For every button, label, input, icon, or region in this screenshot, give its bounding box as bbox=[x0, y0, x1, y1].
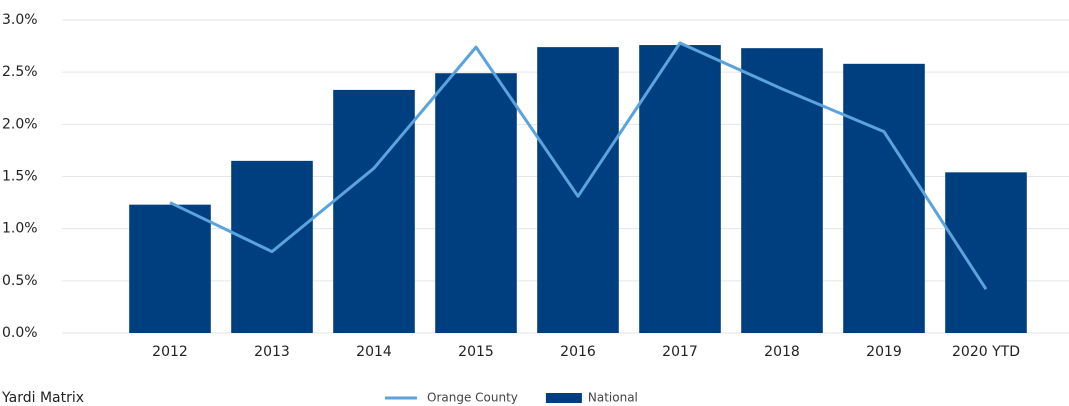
y-tick-label: 2.5% bbox=[2, 64, 38, 80]
source: Yardi Matrix bbox=[1, 390, 84, 406]
x-tick-label: 2017 bbox=[662, 344, 698, 360]
bar bbox=[333, 89, 415, 333]
y-tick-label: 3.0% bbox=[2, 12, 38, 28]
y-tick-label: 0.5% bbox=[2, 273, 38, 289]
x-tick-label: 2018 bbox=[764, 344, 800, 360]
line bbox=[169, 41, 988, 290]
legend-text: National bbox=[588, 391, 638, 405]
y-tick-label: 1.5% bbox=[2, 169, 38, 185]
bar bbox=[639, 45, 721, 333]
bar bbox=[945, 172, 1027, 333]
x-tick-label: 2020 YTD bbox=[952, 344, 1020, 360]
bar bbox=[129, 204, 211, 333]
legend-swatch bbox=[545, 393, 582, 403]
y-tick-label: 2.0% bbox=[2, 116, 38, 132]
x-tick-label: 2012 bbox=[152, 344, 188, 360]
legend-text: Orange County bbox=[427, 391, 518, 405]
bar bbox=[741, 48, 823, 334]
y-tick-label: 1.0% bbox=[2, 221, 38, 237]
y-tick-label: 0.0% bbox=[2, 325, 38, 341]
x-tick-label: 2015 bbox=[458, 344, 494, 360]
bar bbox=[537, 47, 619, 333]
bar bbox=[843, 63, 925, 333]
x-tick-label: 2016 bbox=[560, 344, 596, 360]
x-tick-label: 2019 bbox=[866, 344, 902, 360]
x-tick-label: 2013 bbox=[254, 344, 290, 360]
bar bbox=[435, 73, 517, 334]
bar bbox=[231, 160, 313, 333]
x-tick-label: 2014 bbox=[356, 344, 392, 360]
